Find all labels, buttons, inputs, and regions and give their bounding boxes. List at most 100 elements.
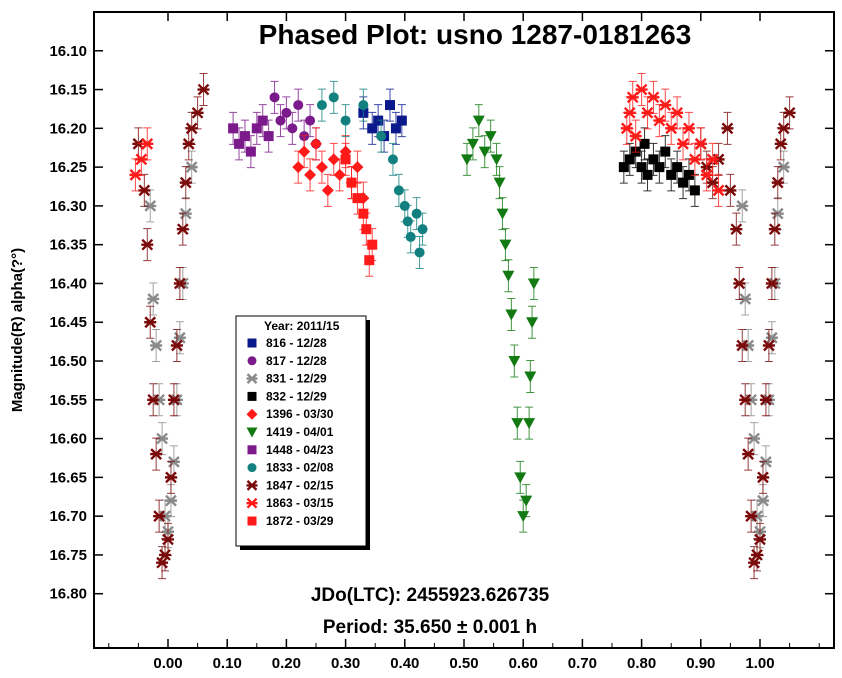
data-point (405, 231, 416, 242)
data-point (239, 131, 250, 142)
data-point (527, 278, 540, 290)
y-tick-label: 16.30 (49, 198, 87, 215)
series-4 (292, 127, 370, 215)
data-point (618, 162, 629, 173)
data-point (367, 123, 378, 134)
data-point (164, 494, 177, 507)
data-point (706, 153, 719, 166)
data-point (310, 137, 322, 150)
data-point (414, 247, 425, 258)
legend-entry: 817 - 12/28 (266, 354, 327, 368)
data-point (396, 115, 407, 126)
data-point (762, 339, 775, 352)
data-point (683, 169, 694, 180)
data-point (460, 154, 473, 166)
data-point (352, 193, 363, 204)
data-point (179, 176, 192, 189)
data-point (304, 168, 317, 181)
data-point (639, 138, 650, 149)
legend-entry: 1863 - 03/15 (266, 496, 334, 510)
series-7 (316, 80, 428, 269)
data-point (387, 154, 398, 165)
data-point (176, 223, 189, 236)
legend-entry: 816 - 12/28 (266, 336, 327, 350)
data-point (340, 154, 351, 165)
data-point (736, 339, 749, 352)
legend-marker (247, 338, 257, 348)
data-point (328, 92, 339, 103)
chart-title: Phased Plot: usno 1287-0181263 (259, 19, 692, 50)
data-point (493, 177, 506, 189)
data-point (162, 533, 174, 546)
data-point (147, 393, 160, 406)
data-point (742, 448, 755, 460)
data-point (499, 239, 512, 251)
data-point (706, 176, 719, 189)
data-point (490, 154, 503, 166)
x-tick-label: 0.30 (331, 655, 360, 672)
data-point (739, 393, 752, 406)
data-point (269, 92, 280, 103)
data-point (466, 138, 479, 150)
data-point (257, 115, 268, 126)
x-tick-label: 0.50 (449, 655, 478, 672)
data-point (660, 146, 671, 157)
data-point (321, 184, 334, 197)
y-tick-label: 16.55 (49, 392, 87, 409)
series-3 (618, 127, 700, 207)
data-point (340, 115, 351, 126)
data-point (150, 448, 163, 460)
data-point (316, 100, 327, 111)
series-6 (228, 104, 274, 169)
data-point (765, 277, 778, 290)
data-point (730, 223, 743, 236)
data-point (245, 146, 256, 157)
x-tick-label: 0.60 (509, 655, 538, 672)
x-tick-label: 0.90 (686, 655, 715, 672)
data-point (508, 356, 521, 368)
data-point (478, 146, 491, 158)
data-point (671, 106, 684, 119)
data-point (636, 162, 647, 173)
data-point (173, 277, 186, 290)
y-tick-label: 16.15 (49, 82, 87, 99)
data-point (523, 418, 536, 430)
y-tick-label: 16.35 (49, 237, 87, 254)
legend-marker (246, 427, 258, 438)
x-tick-label: 0.40 (390, 655, 419, 672)
y-tick-label: 16.70 (49, 508, 87, 525)
legend-marker (247, 356, 257, 366)
data-point (361, 224, 372, 235)
y-tick-label: 16.80 (49, 586, 87, 603)
data-point (333, 168, 346, 181)
legend-marker (247, 445, 257, 455)
data-point (292, 161, 305, 174)
data-point (417, 224, 428, 235)
data-point (385, 100, 395, 111)
data-point (524, 371, 537, 383)
data-point (275, 115, 286, 126)
data-point (281, 107, 292, 118)
data-point (228, 123, 239, 134)
data-point (367, 239, 378, 250)
data-point (138, 184, 151, 197)
legend-marker (246, 480, 258, 491)
data-point (672, 162, 683, 173)
x-tick-label: 1.00 (745, 655, 774, 672)
data-point (771, 176, 784, 189)
x-tick-label: 0.20 (272, 655, 301, 672)
y-tick-label: 16.65 (49, 469, 87, 486)
data-point (376, 131, 387, 142)
data-point (287, 123, 298, 134)
data-point (721, 122, 734, 135)
data-point (754, 533, 766, 546)
data-point (150, 339, 163, 352)
data-point (251, 123, 262, 134)
data-point (745, 510, 758, 522)
data-point (648, 154, 659, 165)
data-point (197, 83, 210, 96)
data-point (315, 161, 328, 174)
legend-entry: 1872 - 03/29 (266, 514, 334, 528)
data-point (484, 131, 497, 143)
data-point (141, 238, 154, 251)
